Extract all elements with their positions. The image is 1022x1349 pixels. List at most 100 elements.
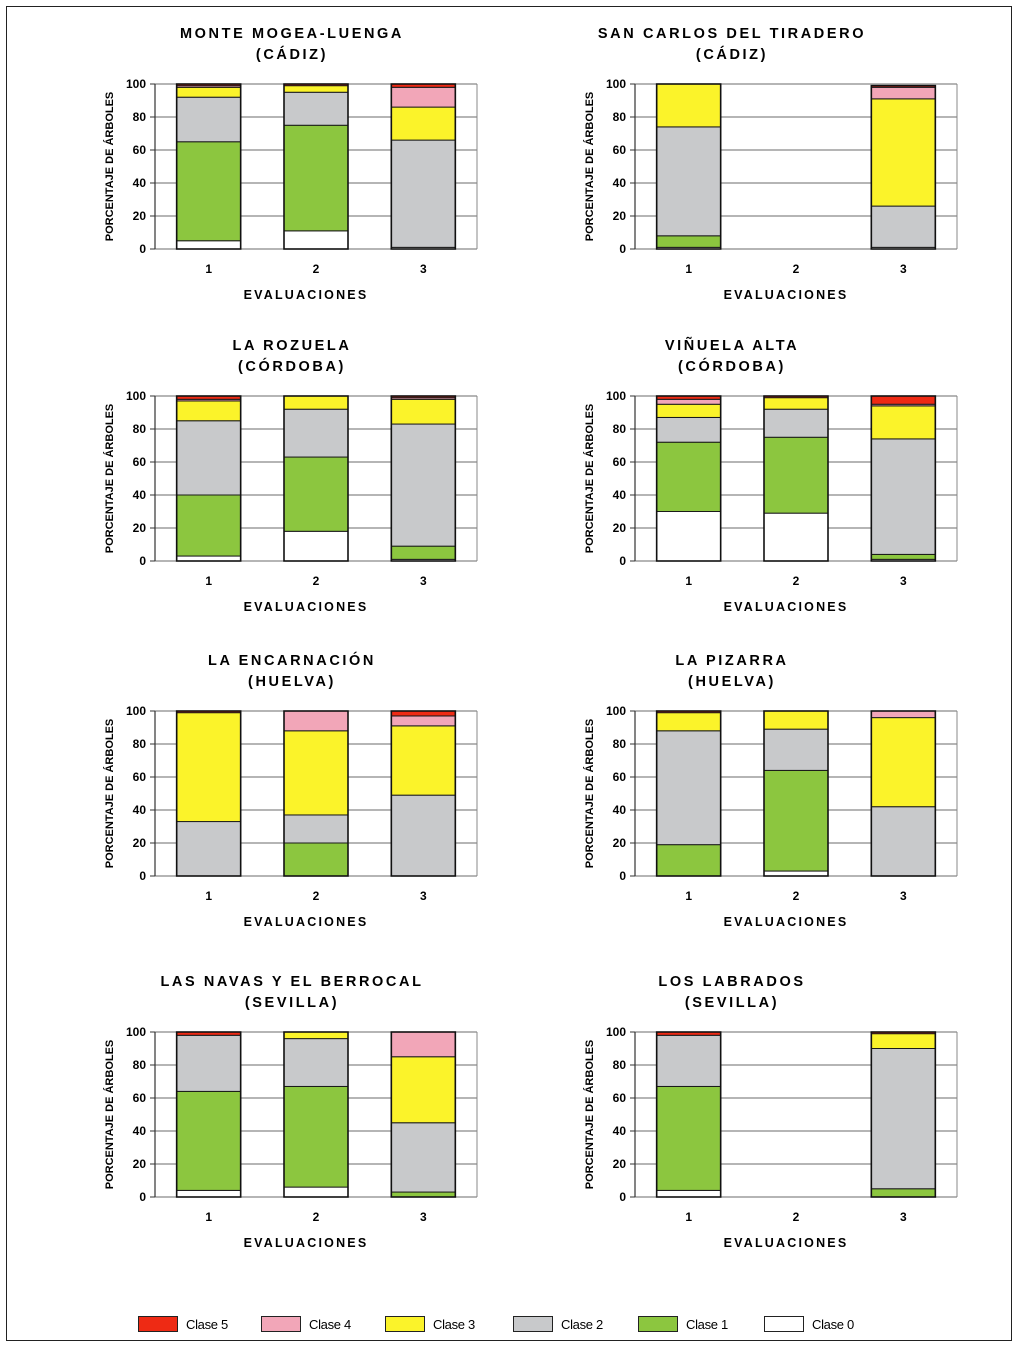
y-tick-label: 60 [133, 143, 147, 157]
x-tick-label: 1 [685, 574, 692, 588]
chart-title: VIÑUELA ALTA [664, 338, 800, 354]
bar-outline [870, 1031, 937, 1198]
y-axis-label: PORCENTAJE DE ÁRBOLES [583, 719, 596, 869]
x-tick-label: 3 [900, 262, 907, 276]
y-tick-label: 60 [133, 455, 147, 469]
x-tick-label: 2 [793, 262, 800, 276]
y-tick-label: 0 [139, 869, 146, 883]
x-tick-label: 2 [793, 1210, 800, 1224]
legend-label: Clase 4 [309, 1316, 351, 1332]
bar-segment-clase-2 [656, 416, 722, 443]
x-tick-label: 1 [205, 889, 212, 903]
bar-segment-clase-2 [656, 1034, 722, 1087]
bar-outline [390, 395, 457, 562]
x-tick-label: 1 [685, 1210, 692, 1224]
bar-segment-clase-3 [870, 717, 936, 808]
bar-chart: 0 20 40 60 80 100 1 2 3 EVALUACIONES PORCENTAJE DE… [103, 77, 478, 302]
x-tick-label: 3 [420, 889, 427, 903]
bar-outline [870, 710, 937, 877]
bar-segment-clase-2 [283, 1038, 349, 1087]
y-tick-label: 20 [613, 836, 627, 850]
y-tick-label: 0 [619, 869, 626, 883]
y-tick-label: 60 [613, 455, 627, 469]
legend-label: Clase 1 [686, 1316, 728, 1332]
y-tick-label: 80 [133, 737, 147, 751]
bar-segment-clase-0 [763, 512, 829, 562]
bar-outline [283, 1031, 349, 1198]
bar-segment-clase-2 [870, 438, 936, 555]
y-tick-label: 40 [133, 176, 147, 190]
x-tick-label: 3 [900, 889, 907, 903]
bar-segment-clase-2 [176, 420, 242, 496]
x-tick-label: 3 [900, 1210, 907, 1224]
x-axis-label: EVALUACIONES [244, 1236, 369, 1250]
legend-swatch-clase-0 [764, 1316, 804, 1332]
bar-segment-clase-3 [283, 85, 349, 93]
y-tick-label: 20 [613, 521, 627, 535]
bar-chart: 0 20 40 60 80 100 1 2 3 EVALUACIONES PORCENTAJE DE… [583, 1025, 958, 1250]
x-tick-label: 3 [420, 574, 427, 588]
bar-segment-clase-3 [656, 83, 722, 128]
bar-segment-clase-2 [176, 96, 242, 143]
chart-subtitle: (CÓRDOBA) [678, 359, 786, 375]
x-axis-label: EVALUACIONES [244, 288, 369, 302]
y-tick-label: 0 [619, 554, 626, 568]
y-tick-label: 0 [619, 1190, 626, 1204]
bar-chart: 0 20 40 60 80 100 1 2 3 EVALUACIONES PORCENTAJE DE… [103, 389, 478, 614]
y-tick-label: 60 [613, 143, 627, 157]
bar-segment-clase-3 [283, 1031, 349, 1040]
bar-segment-clase-2 [656, 730, 722, 846]
bar-segment-clase-0 [176, 240, 242, 250]
chart-subtitle: (CÁDIZ) [255, 47, 329, 63]
y-axis-label: PORCENTAJE DE ÁRBOLES [103, 92, 116, 242]
y-tick-label: 40 [133, 1124, 147, 1138]
bar-segment-clase-3 [390, 725, 456, 796]
bar-segment-clase-2 [870, 205, 936, 248]
y-axis-label: PORCENTAJE DE ÁRBOLES [103, 404, 116, 554]
bar-segment-clase-1 [283, 124, 349, 232]
bar-chart: 0 20 40 60 80 100 1 2 3 EVALUACIONES PORCENTAJE DE… [583, 704, 958, 929]
x-tick-label: 1 [205, 262, 212, 276]
x-tick-label: 3 [900, 574, 907, 588]
bar-outline [870, 395, 937, 562]
chart-panel: SAN CARLOS DEL TIRADERO (CÁDIZ) 0 20 40 60 80 1… [500, 24, 1000, 324]
y-tick-label: 80 [613, 1058, 627, 1072]
x-axis-label: EVALUACIONES [724, 1236, 849, 1250]
y-tick-label: 40 [613, 1124, 627, 1138]
chart-subtitle: (HUELVA) [688, 674, 776, 690]
bar-outline [390, 83, 457, 250]
chart-title: MONTE MOGEA-LUENGA [179, 26, 404, 42]
bar-chart: 0 20 40 60 80 100 1 2 3 EVALUACIONES PORCENTAJE DE… [583, 77, 958, 302]
x-axis-label: EVALUACIONES [724, 915, 849, 929]
bar-segment-clase-4 [390, 715, 456, 727]
y-tick-label: 40 [613, 803, 627, 817]
y-tick-label: 20 [133, 836, 147, 850]
chart-subtitle: (SEVILLA) [684, 995, 780, 1011]
bar-segment-clase-3 [870, 98, 936, 207]
bar-segment-clase-0 [283, 1186, 349, 1198]
bar-segment-clase-3 [283, 395, 349, 410]
x-tick-label: 1 [205, 1210, 212, 1224]
y-tick-label: 100 [126, 389, 146, 403]
bar-segment-clase-1 [763, 769, 829, 872]
bar-chart: 0 20 40 60 80 100 1 2 3 EVALUACIONES PORCENTAJE DE… [583, 389, 958, 614]
bar-segment-clase-3 [390, 398, 456, 425]
y-tick-label: 0 [139, 242, 146, 256]
legend-item-clase-5: Clase 5 [138, 1312, 228, 1336]
bar-outline [763, 710, 829, 877]
y-axis-label: PORCENTAJE DE ÁRBOLES [103, 719, 116, 869]
bar-outline [655, 710, 722, 877]
bar-segment-clase-1 [283, 1085, 349, 1188]
x-tick-label: 1 [685, 262, 692, 276]
chart-panel: LOS LABRADOS (SEVILLA) 0 20 40 60 80 100 1 2 3 EVAL… [500, 972, 1000, 1272]
y-tick-label: 40 [613, 176, 627, 190]
chart-title: LA PIZARRA [675, 653, 789, 669]
y-tick-label: 20 [613, 209, 627, 223]
chart-subtitle: (CÓRDOBA) [238, 359, 346, 375]
chart-title: LOS LABRADOS [658, 974, 806, 990]
y-tick-label: 40 [133, 803, 147, 817]
bar-outline [390, 710, 457, 877]
x-axis-label: EVALUACIONES [244, 600, 369, 614]
x-tick-label: 2 [793, 574, 800, 588]
bar-segment-clase-4 [390, 1031, 456, 1058]
